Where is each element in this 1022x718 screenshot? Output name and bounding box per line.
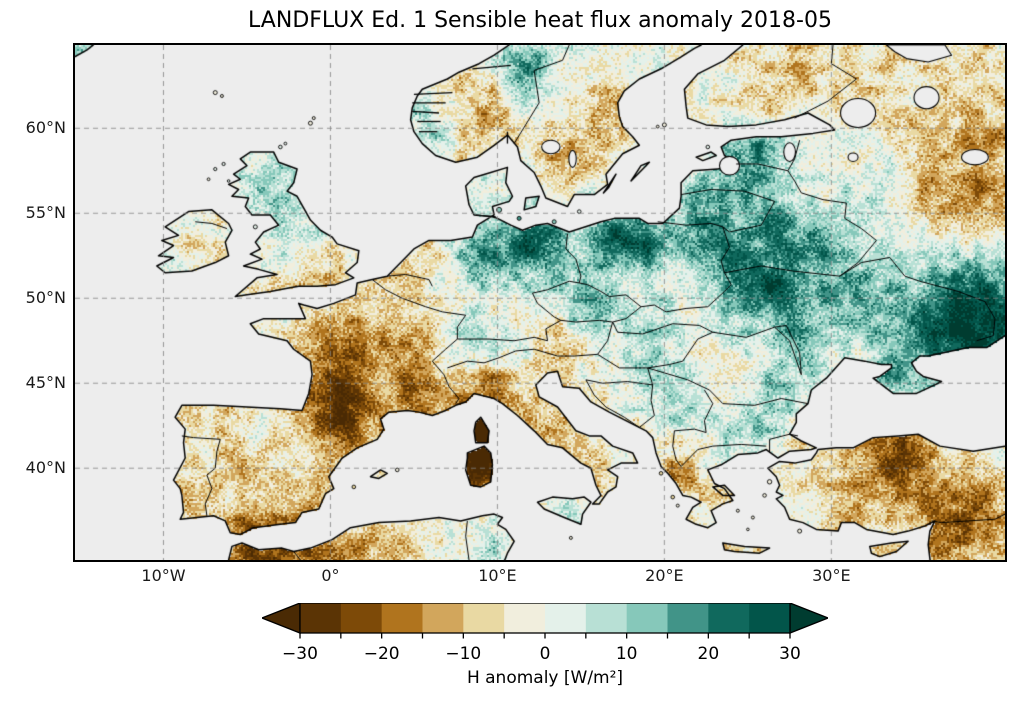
y-tick-label: 50°N bbox=[25, 288, 66, 308]
colorbar-segment bbox=[422, 603, 464, 633]
colorbar-segment bbox=[708, 603, 750, 633]
colorbar-segment bbox=[381, 603, 424, 633]
chart-title: LANDFLUX Ed. 1 Sensible heat flux anomal… bbox=[248, 8, 832, 33]
colorbar-over-arrow bbox=[789, 602, 830, 634]
colorbar-segment bbox=[749, 603, 791, 633]
colorbar-tick-label: −30 bbox=[282, 644, 318, 664]
colorbar-tick-label: 10 bbox=[616, 644, 638, 664]
x-tick-label: 10°E bbox=[478, 566, 517, 585]
colorbar-segment bbox=[545, 603, 587, 633]
colorbar-tick-label: 30 bbox=[779, 644, 801, 664]
colorbar-segment bbox=[667, 603, 709, 633]
map-frame bbox=[73, 43, 1007, 562]
colorbar-segment bbox=[504, 603, 546, 633]
colorbar-label: H anomaly [W/m²] bbox=[466, 668, 624, 688]
x-tick-label: 10°W bbox=[141, 566, 186, 585]
colorbar-segment bbox=[463, 603, 505, 633]
y-tick-label: 45°N bbox=[25, 373, 66, 393]
y-tick-label: 55°N bbox=[25, 203, 66, 223]
y-tick-label: 60°N bbox=[25, 118, 66, 138]
y-tick-label: 40°N bbox=[25, 458, 66, 478]
colorbar-tick-label: −10 bbox=[445, 644, 481, 664]
colorbar-segment bbox=[300, 603, 342, 633]
colorbar-tick-label: 20 bbox=[698, 644, 720, 664]
colorbar: −30 −20 −10 0 10 20 30 bbox=[260, 602, 830, 665]
colorbar-segment bbox=[585, 603, 628, 633]
x-tick-label: 30°E bbox=[812, 566, 851, 585]
colorbar-under-arrow bbox=[260, 602, 301, 634]
colorbar-segment bbox=[626, 603, 669, 633]
colorbar-svg: −30 −20 −10 0 10 20 30 bbox=[260, 602, 830, 664]
colorbar-tick-label: 0 bbox=[540, 644, 551, 664]
x-tick-label: 20°E bbox=[645, 566, 684, 585]
europe-anomaly-map-canvas bbox=[75, 45, 1005, 560]
colorbar-segment bbox=[340, 603, 383, 633]
colorbar-tick-label: −20 bbox=[364, 644, 400, 664]
x-tick-label: 0° bbox=[321, 566, 340, 585]
